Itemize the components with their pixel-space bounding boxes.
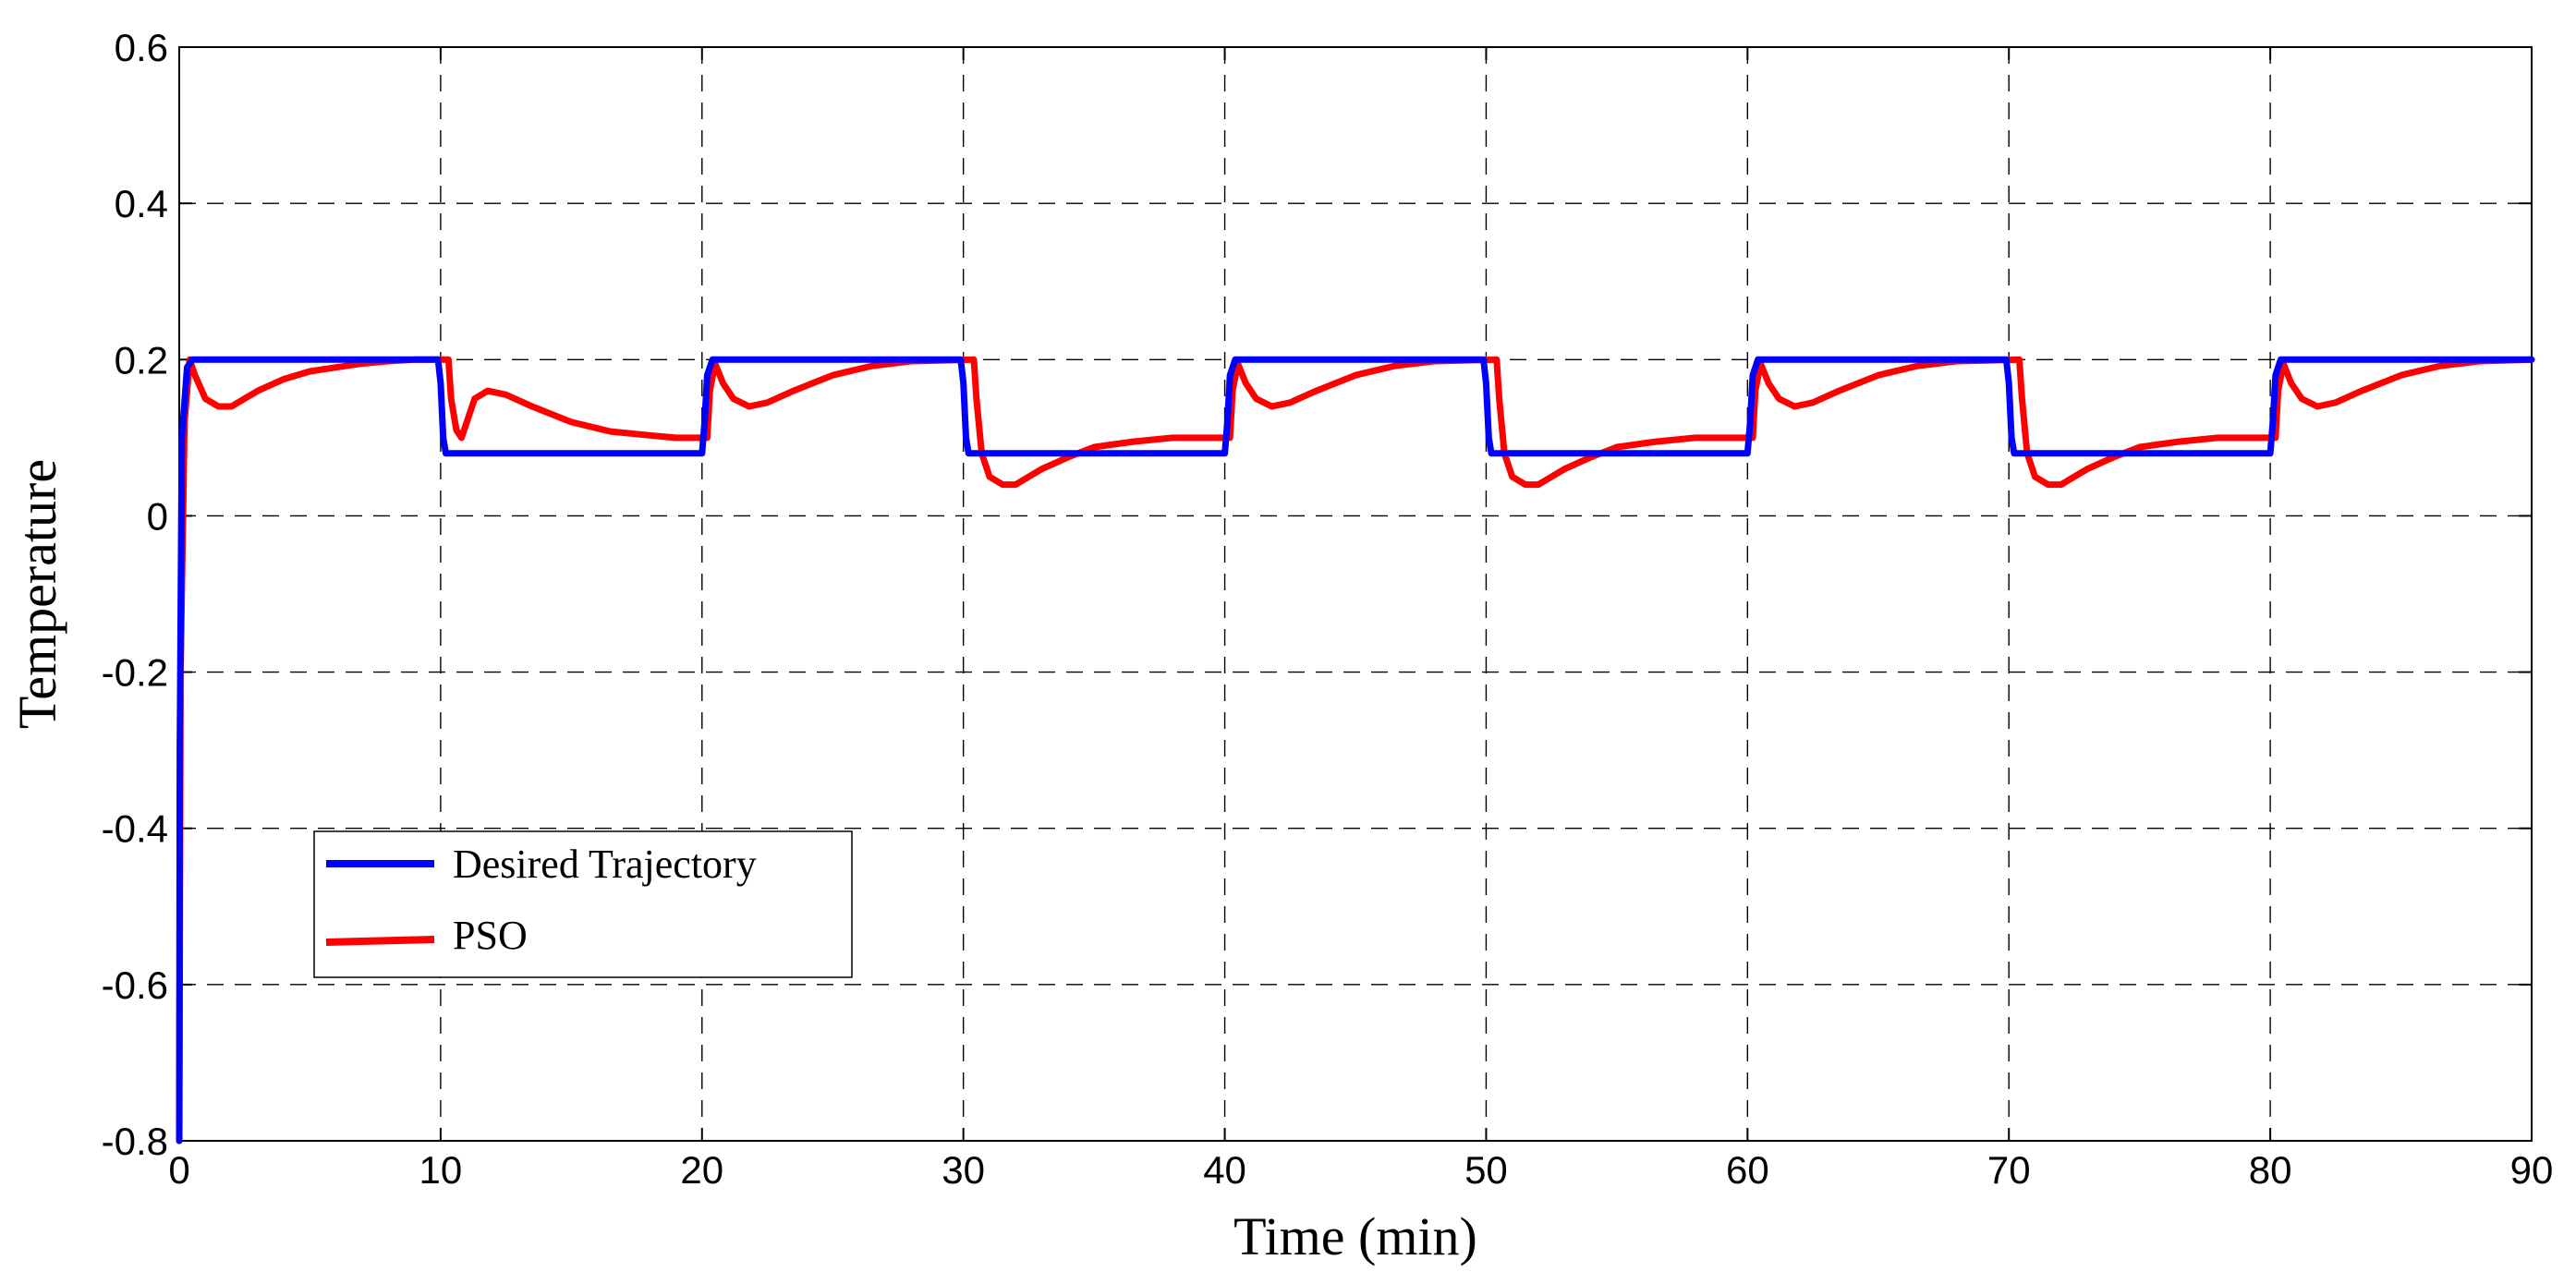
- series-line-pso: [176, 356, 2535, 1145]
- x-tick-label: 10: [419, 1148, 463, 1192]
- x-tick-label: 60: [1726, 1148, 1769, 1192]
- legend-swatch-pso: [325, 936, 435, 946]
- y-tick-label: 0.4: [115, 182, 168, 225]
- series-group: [176, 356, 2535, 1145]
- y-tick-label: -0.2: [102, 651, 168, 695]
- y-tick-label: -0.8: [102, 1120, 168, 1163]
- y-tick-label: -0.4: [102, 807, 168, 851]
- x-tick-label: 40: [1203, 1148, 1246, 1192]
- y-tick-label: -0.6: [102, 963, 168, 1007]
- x-tick-label: 50: [1464, 1148, 1508, 1192]
- axis-ticks: 0 10 20 30 40 50 60 70 80 90 0.6 0.4 0.2 0 -0.2 -0.4 -0.…: [102, 26, 2554, 1192]
- legend-label-pso: PSO: [453, 913, 528, 958]
- legend: Desired Trajectory PSO: [313, 830, 853, 978]
- y-tick-label: 0.6: [115, 26, 168, 69]
- x-axis-title: Time (min): [1233, 1206, 1477, 1266]
- x-tick-label: 90: [2510, 1148, 2554, 1192]
- y-tick-label: 0.2: [115, 338, 168, 382]
- x-tick-label: 30: [942, 1148, 985, 1192]
- y-tick-label: 0: [147, 494, 168, 538]
- x-tick-label: 20: [680, 1148, 723, 1192]
- y-axis-title: Temperature: [7, 459, 67, 729]
- legend-label-desired-trajectory: Desired Trajectory: [453, 842, 757, 887]
- x-tick-label: 0: [168, 1148, 189, 1192]
- legend-box: [313, 830, 853, 978]
- x-tick-label: 80: [2249, 1148, 2292, 1192]
- x-tick-label: 70: [1987, 1148, 2031, 1192]
- series-line-desired-trajectory: [176, 356, 2535, 1145]
